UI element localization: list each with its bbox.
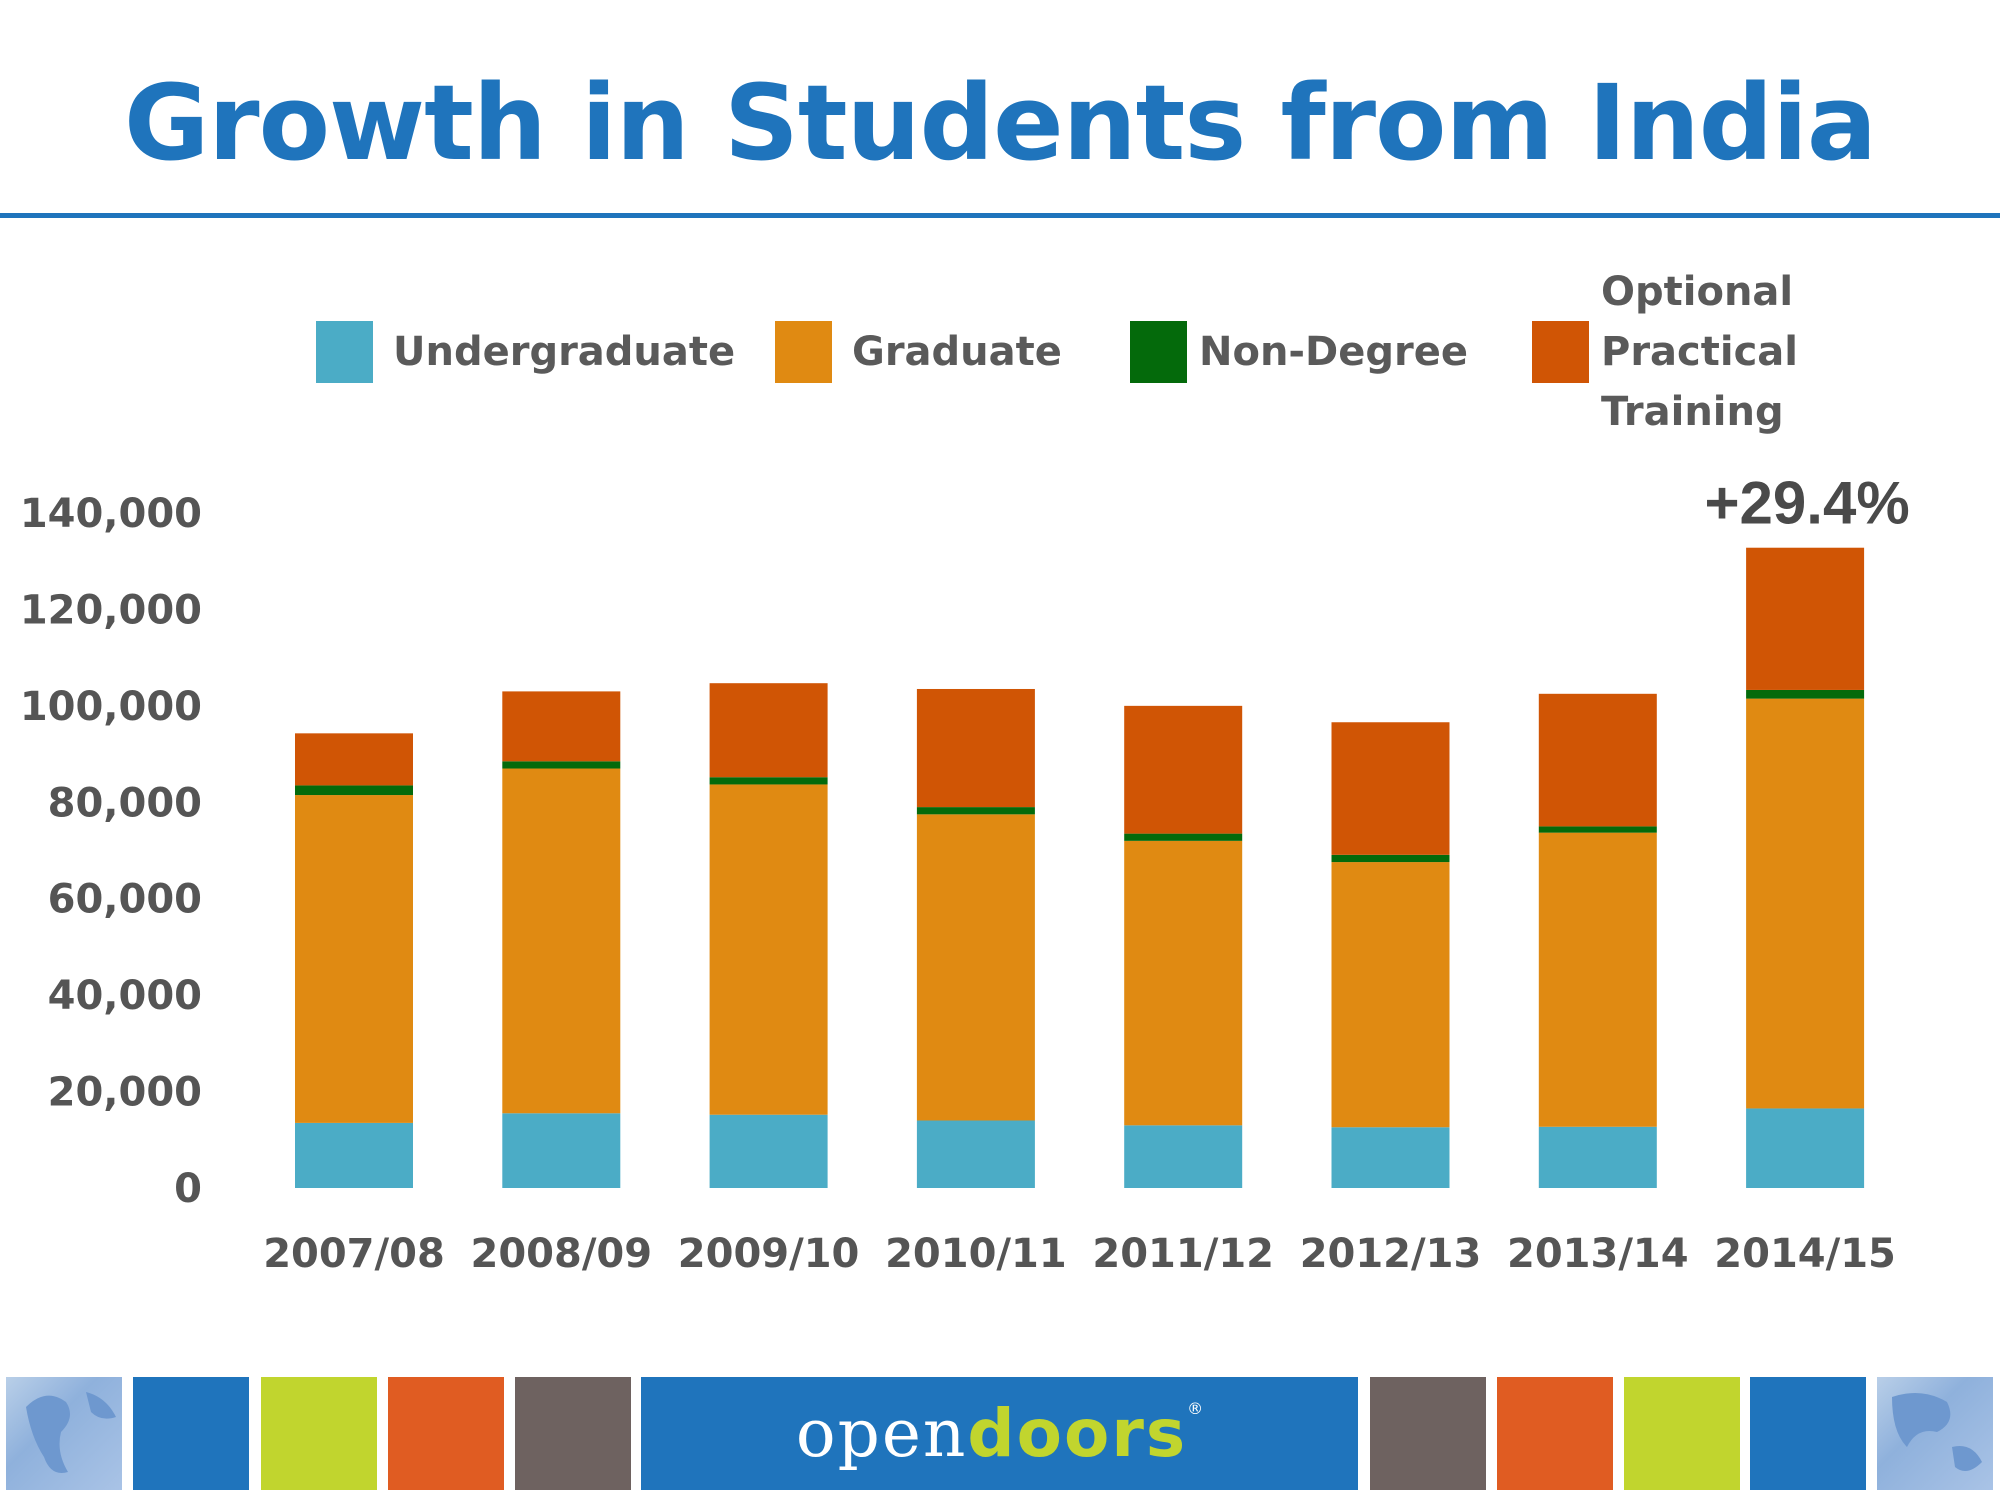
logo-registered-mark: ® [1187, 1399, 1204, 1418]
x-tick-label: 2009/10 [678, 1231, 860, 1277]
bar-segment-optional-practical-training-2013-14 [1538, 693, 1657, 827]
logo-text-open: open [795, 1395, 968, 1472]
bar-segment-graduate-2010-11 [916, 814, 1035, 1121]
x-tick-label: 2010/11 [885, 1231, 1067, 1277]
bar-segment-graduate-2009-10 [709, 784, 828, 1115]
bar-segment-non-degree-2014-15 [1746, 689, 1865, 699]
legend-item-opt: Optional Practical Training [1532, 262, 1798, 442]
x-tick-label: 2013/14 [1507, 1231, 1689, 1277]
legend-label-non-degree: Non-Degree [1199, 329, 1468, 375]
bar-segment-undergraduate-2013-14 [1538, 1126, 1657, 1188]
y-tick-label: 100,000 [20, 684, 202, 730]
footer-tile-7 [1624, 1377, 1740, 1490]
legend-item-non-degree: Non-Degree [1130, 321, 1468, 383]
x-tick-label: 2008/09 [470, 1231, 652, 1277]
y-tick-label: 20,000 [48, 1070, 202, 1116]
bar-segment-undergraduate-2011-12 [1124, 1125, 1243, 1188]
legend-label-graduate: Graduate [852, 329, 1062, 375]
title-divider [0, 213, 2000, 218]
bar-segment-undergraduate-2010-11 [916, 1120, 1035, 1188]
y-tick-label: 80,000 [48, 780, 202, 826]
footer-tile-3 [388, 1377, 504, 1490]
bar-segment-non-degree-2012-13 [1331, 854, 1450, 863]
bar-segment-graduate-2014-15 [1746, 698, 1865, 1109]
footer-tile-5 [1370, 1377, 1486, 1490]
bar-segment-optional-practical-training-2011-12 [1124, 705, 1243, 834]
bar-segment-optional-practical-training-2009-10 [709, 683, 828, 778]
x-tick-label: 2012/13 [1300, 1231, 1482, 1277]
bar-segment-non-degree-2007-08 [295, 785, 413, 796]
bar-segment-optional-practical-training-2012-13 [1331, 722, 1450, 855]
bar-segment-optional-practical-training-2008-09 [502, 691, 621, 762]
bar-segment-graduate-2011-12 [1124, 840, 1243, 1126]
opendoors-logo: open doors ® [641, 1377, 1358, 1490]
bar-segment-graduate-2012-13 [1331, 862, 1450, 1128]
footer-tile-4 [515, 1377, 631, 1490]
bar-segment-non-degree-2008-09 [502, 761, 621, 769]
bar-segment-undergraduate-2009-10 [709, 1114, 828, 1188]
legend-swatch-non-degree [1130, 321, 1187, 383]
logo-text-doors: doors [967, 1395, 1188, 1472]
x-tick-label: 2014/15 [1714, 1231, 1896, 1277]
bar-segment-undergraduate-2014-15 [1746, 1108, 1865, 1188]
page-title: Growth in Students from India [123, 62, 1877, 184]
footer-tile-8 [1750, 1377, 1866, 1490]
bar-segment-undergraduate-2012-13 [1331, 1127, 1450, 1188]
legend-item-undergraduate: Undergraduate [316, 321, 735, 383]
y-tick-label: 40,000 [48, 973, 202, 1019]
bar-segment-optional-practical-training-2007-08 [295, 733, 413, 786]
bar-segment-optional-practical-training-2010-11 [916, 688, 1035, 808]
legend-swatch-opt [1532, 321, 1589, 383]
x-tick-label: 2007/08 [263, 1231, 445, 1277]
bar-segment-undergraduate-2008-09 [502, 1113, 621, 1188]
y-tick-label: 140,000 [20, 491, 202, 537]
bar-segment-non-degree-2013-14 [1538, 826, 1657, 833]
footer-tile-6 [1497, 1377, 1613, 1490]
world-map-left-icon [6, 1377, 122, 1490]
y-tick-label: 0 [174, 1166, 202, 1212]
bar-segment-graduate-2013-14 [1538, 832, 1657, 1127]
bar-segment-non-degree-2010-11 [916, 807, 1035, 815]
bar-segment-non-degree-2011-12 [1124, 833, 1243, 841]
legend-label-undergraduate: Undergraduate [393, 329, 736, 375]
world-map-right-icon [1877, 1377, 1993, 1490]
footer-tile-1 [133, 1377, 249, 1490]
stacked-bar-chart: 0 20,000 40,000 60,000 80,000 100,000 120,000 1… [20, 470, 1910, 1277]
bar-segment-non-degree-2009-10 [709, 777, 828, 785]
footer-banner: open doors ® [0, 1377, 2000, 1490]
legend-label-opt: Optional Practical Training [1601, 269, 1798, 435]
x-tick-label: 2011/12 [1092, 1231, 1274, 1277]
bar-segment-graduate-2007-08 [295, 795, 413, 1123]
bar-segment-graduate-2008-09 [502, 768, 621, 1114]
legend-item-graduate: Graduate [775, 321, 1062, 383]
legend-swatch-graduate [775, 321, 832, 383]
legend-swatch-undergraduate [316, 321, 373, 383]
bar-segment-optional-practical-training-2014-15 [1746, 547, 1865, 690]
bar-segment-undergraduate-2007-08 [295, 1122, 413, 1188]
footer-tile-2 [261, 1377, 377, 1490]
y-tick-label: 60,000 [48, 877, 202, 923]
growth-annotation: +29.4% [1705, 470, 1910, 537]
y-tick-label: 120,000 [20, 587, 202, 633]
